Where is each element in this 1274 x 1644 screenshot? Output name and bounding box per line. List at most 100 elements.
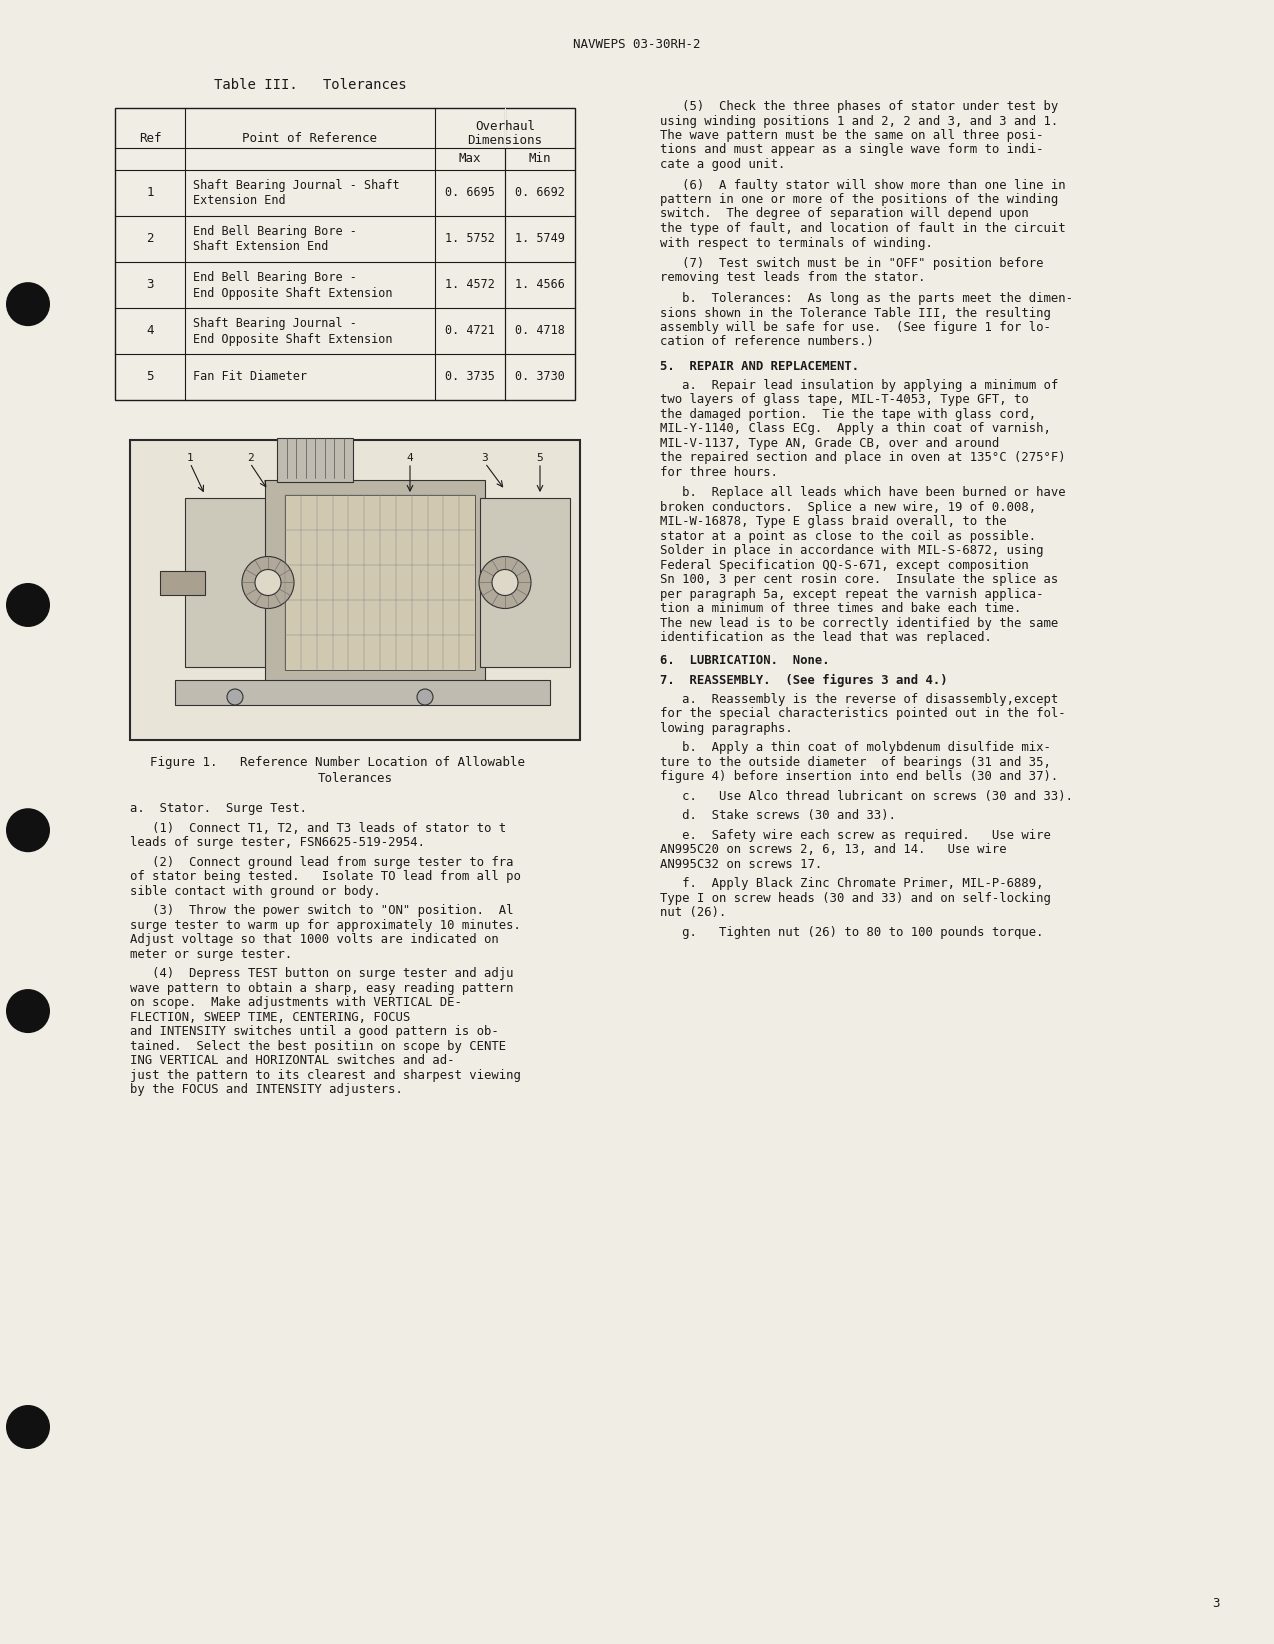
Text: 0. 3730: 0. 3730 bbox=[515, 370, 564, 383]
Text: 0. 6695: 0. 6695 bbox=[445, 186, 494, 199]
Text: 3: 3 bbox=[482, 454, 488, 464]
Bar bbox=[285, 495, 475, 671]
Text: of stator being tested.   Isolate TO lead from all po: of stator being tested. Isolate TO lead … bbox=[130, 870, 521, 883]
Text: 5: 5 bbox=[536, 454, 544, 464]
Circle shape bbox=[6, 283, 50, 326]
Text: by the FOCUS and INTENSITY adjusters.: by the FOCUS and INTENSITY adjusters. bbox=[130, 1083, 403, 1097]
Bar bbox=[130, 441, 580, 740]
Text: (7)  Test switch must be in "OFF" position before: (7) Test switch must be in "OFF" positio… bbox=[660, 256, 1043, 270]
Bar bbox=[276, 437, 353, 482]
Text: surge tester to warm up for approximately 10 minutes.: surge tester to warm up for approximatel… bbox=[130, 919, 521, 932]
Text: Solder in place in accordance with MIL-S-6872, using: Solder in place in accordance with MIL-S… bbox=[660, 544, 1043, 557]
Circle shape bbox=[242, 557, 294, 608]
Text: 5: 5 bbox=[147, 370, 154, 383]
Text: a.  Stator.  Surge Test.: a. Stator. Surge Test. bbox=[130, 802, 307, 815]
Text: MIL-W-16878, Type E glass braid overall, to the: MIL-W-16878, Type E glass braid overall,… bbox=[660, 515, 1006, 528]
Text: lowing paragraphs.: lowing paragraphs. bbox=[660, 722, 792, 735]
Text: two layers of glass tape, MIL-T-4053, Type GFT, to: two layers of glass tape, MIL-T-4053, Ty… bbox=[660, 393, 1028, 406]
Circle shape bbox=[6, 990, 50, 1032]
Text: MIL-V-1137, Type AN, Grade CB, over and around: MIL-V-1137, Type AN, Grade CB, over and … bbox=[660, 437, 999, 449]
Text: FLECTION, SWEEP TIME, CENTERING, FOCUS: FLECTION, SWEEP TIME, CENTERING, FOCUS bbox=[130, 1011, 410, 1024]
Text: identification as the lead that was replaced.: identification as the lead that was repl… bbox=[660, 631, 992, 644]
Text: End Bell Bearing Bore -: End Bell Bearing Bore - bbox=[192, 271, 357, 283]
Text: broken conductors.  Splice a new wire, 19 of 0.008,: broken conductors. Splice a new wire, 19… bbox=[660, 500, 1036, 513]
Text: Federal Specification QQ-S-671, except composition: Federal Specification QQ-S-671, except c… bbox=[660, 559, 1028, 572]
Text: and INTENSITY switches until a good pattern is ob-: and INTENSITY switches until a good patt… bbox=[130, 1024, 498, 1037]
Circle shape bbox=[417, 689, 433, 705]
Text: ING VERTICAL and HORIZONTAL switches and ad-: ING VERTICAL and HORIZONTAL switches and… bbox=[130, 1054, 455, 1067]
Text: tion a minimum of three times and bake each time.: tion a minimum of three times and bake e… bbox=[660, 602, 1022, 615]
Text: (1)  Connect T1, T2, and T3 leads of stator to t: (1) Connect T1, T2, and T3 leads of stat… bbox=[130, 822, 506, 835]
Text: 4: 4 bbox=[406, 454, 413, 464]
Text: sions shown in the Tolerance Table III, the resulting: sions shown in the Tolerance Table III, … bbox=[660, 306, 1051, 319]
Text: 0. 4718: 0. 4718 bbox=[515, 324, 564, 337]
Text: b.  Replace all leads which have been burned or have: b. Replace all leads which have been bur… bbox=[660, 487, 1065, 500]
Text: with respect to terminals of winding.: with respect to terminals of winding. bbox=[660, 237, 933, 250]
Text: Fan Fit Diameter: Fan Fit Diameter bbox=[192, 370, 307, 383]
Text: f.  Apply Black Zinc Chromate Primer, MIL-P-6889,: f. Apply Black Zinc Chromate Primer, MIL… bbox=[660, 876, 1043, 889]
Circle shape bbox=[492, 569, 519, 595]
Circle shape bbox=[255, 569, 282, 595]
Text: End Opposite Shaft Extension: End Opposite Shaft Extension bbox=[192, 332, 392, 345]
Text: cation of reference numbers.): cation of reference numbers.) bbox=[660, 335, 874, 349]
Bar bbox=[185, 498, 270, 667]
Text: the damaged portion.  Tie the tape with glass cord,: the damaged portion. Tie the tape with g… bbox=[660, 408, 1036, 421]
Text: 1: 1 bbox=[147, 186, 154, 199]
Text: 6.  LUBRICATION.  None.: 6. LUBRICATION. None. bbox=[660, 654, 829, 666]
Text: ture to the outside diameter  of bearings (31 and 35,: ture to the outside diameter of bearings… bbox=[660, 756, 1051, 768]
Text: 1. 5749: 1. 5749 bbox=[515, 232, 564, 245]
Text: the repaired section and place in oven at 135°C (275°F): the repaired section and place in oven a… bbox=[660, 450, 1065, 464]
Text: pattern in one or more of the positions of the winding: pattern in one or more of the positions … bbox=[660, 192, 1059, 206]
Text: Ref: Ref bbox=[139, 133, 162, 146]
Text: Shaft Extension End: Shaft Extension End bbox=[192, 240, 329, 253]
Text: Type I on screw heads (30 and 33) and on self-locking: Type I on screw heads (30 and 33) and on… bbox=[660, 891, 1051, 904]
Text: b.  Apply a thin coat of molybdenum disulfide mix-: b. Apply a thin coat of molybdenum disul… bbox=[660, 741, 1051, 755]
Text: 4: 4 bbox=[147, 324, 154, 337]
Text: for three hours.: for three hours. bbox=[660, 465, 778, 478]
Text: g.   Tighten nut (26) to 80 to 100 pounds torque.: g. Tighten nut (26) to 80 to 100 pounds … bbox=[660, 926, 1043, 939]
Text: tained.  Select the best positiın on scope by CENTE: tained. Select the best positiın on scop… bbox=[130, 1039, 506, 1052]
Text: (5)  Check the three phases of stator under test by: (5) Check the three phases of stator und… bbox=[660, 100, 1059, 113]
Text: Figure 1.   Reference Number Location of Allowable: Figure 1. Reference Number Location of A… bbox=[150, 756, 525, 769]
Text: Sn 100, 3 per cent rosin core.  Insulate the splice as: Sn 100, 3 per cent rosin core. Insulate … bbox=[660, 574, 1059, 585]
Text: the type of fault, and location of fault in the circuit: the type of fault, and location of fault… bbox=[660, 222, 1065, 235]
Text: The new lead is to be correctly identified by the same: The new lead is to be correctly identifi… bbox=[660, 616, 1059, 630]
Text: b.  Tolerances:  As long as the parts meet the dimen-: b. Tolerances: As long as the parts meet… bbox=[660, 293, 1073, 306]
Text: (6)  A faulty stator will show more than one line in: (6) A faulty stator will show more than … bbox=[660, 179, 1065, 191]
Text: assembly will be safe for use.  (See figure 1 for lo-: assembly will be safe for use. (See figu… bbox=[660, 321, 1051, 334]
Text: per paragraph 5a, except repeat the varnish applica-: per paragraph 5a, except repeat the varn… bbox=[660, 587, 1043, 600]
Text: (3)  Throw the power switch to "ON" position.  Al: (3) Throw the power switch to "ON" posit… bbox=[130, 904, 513, 917]
Bar bbox=[161, 570, 205, 595]
Circle shape bbox=[6, 584, 50, 626]
Text: a.  Reassembly is the reverse of disassembly,except: a. Reassembly is the reverse of disassem… bbox=[660, 692, 1059, 705]
Text: Adjust voltage so that 1000 volts are indicated on: Adjust voltage so that 1000 volts are in… bbox=[130, 934, 498, 945]
Text: 7.  REASSEMBLY.  (See figures 3 and 4.): 7. REASSEMBLY. (See figures 3 and 4.) bbox=[660, 674, 948, 687]
Text: Shaft Bearing Journal - Shaft: Shaft Bearing Journal - Shaft bbox=[192, 179, 400, 191]
Text: 1. 5752: 1. 5752 bbox=[445, 232, 494, 245]
Circle shape bbox=[6, 1406, 50, 1448]
Text: meter or surge tester.: meter or surge tester. bbox=[130, 947, 292, 960]
Text: switch.  The degree of separation will depend upon: switch. The degree of separation will de… bbox=[660, 207, 1028, 220]
Text: The wave pattern must be the same on all three posi-: The wave pattern must be the same on all… bbox=[660, 128, 1043, 141]
Text: 1. 4572: 1. 4572 bbox=[445, 278, 494, 291]
Text: 1: 1 bbox=[186, 454, 194, 464]
Text: AN995C20 on screws 2, 6, 13, and 14.   Use wire: AN995C20 on screws 2, 6, 13, and 14. Use… bbox=[660, 843, 1006, 857]
Text: using winding positions 1 and 2, 2 and 3, and 3 and 1.: using winding positions 1 and 2, 2 and 3… bbox=[660, 115, 1059, 128]
Bar bbox=[480, 498, 569, 667]
Circle shape bbox=[479, 557, 531, 608]
Text: Overhaul: Overhaul bbox=[475, 120, 535, 133]
Circle shape bbox=[227, 689, 243, 705]
Text: figure 4) before insertion into end bells (30 and 37).: figure 4) before insertion into end bell… bbox=[660, 769, 1059, 783]
Text: Shaft Bearing Journal -: Shaft Bearing Journal - bbox=[192, 317, 357, 329]
Text: just the pattern to its clearest and sharpest viewing: just the pattern to its clearest and sha… bbox=[130, 1069, 521, 1082]
Text: 1. 4566: 1. 4566 bbox=[515, 278, 564, 291]
Text: stator at a point as close to the coil as possible.: stator at a point as close to the coil a… bbox=[660, 529, 1036, 543]
Text: Extension End: Extension End bbox=[192, 194, 285, 207]
Text: 2: 2 bbox=[247, 454, 254, 464]
Text: 0. 4721: 0. 4721 bbox=[445, 324, 494, 337]
Text: wave pattern to obtain a sharp, easy reading pattern: wave pattern to obtain a sharp, easy rea… bbox=[130, 981, 513, 995]
Circle shape bbox=[6, 809, 50, 852]
Text: nut (26).: nut (26). bbox=[660, 906, 726, 919]
Text: on scope.  Make adjustments with VERTICAL DE-: on scope. Make adjustments with VERTICAL… bbox=[130, 996, 462, 1009]
Text: d.  Stake screws (30 and 33).: d. Stake screws (30 and 33). bbox=[660, 809, 896, 822]
